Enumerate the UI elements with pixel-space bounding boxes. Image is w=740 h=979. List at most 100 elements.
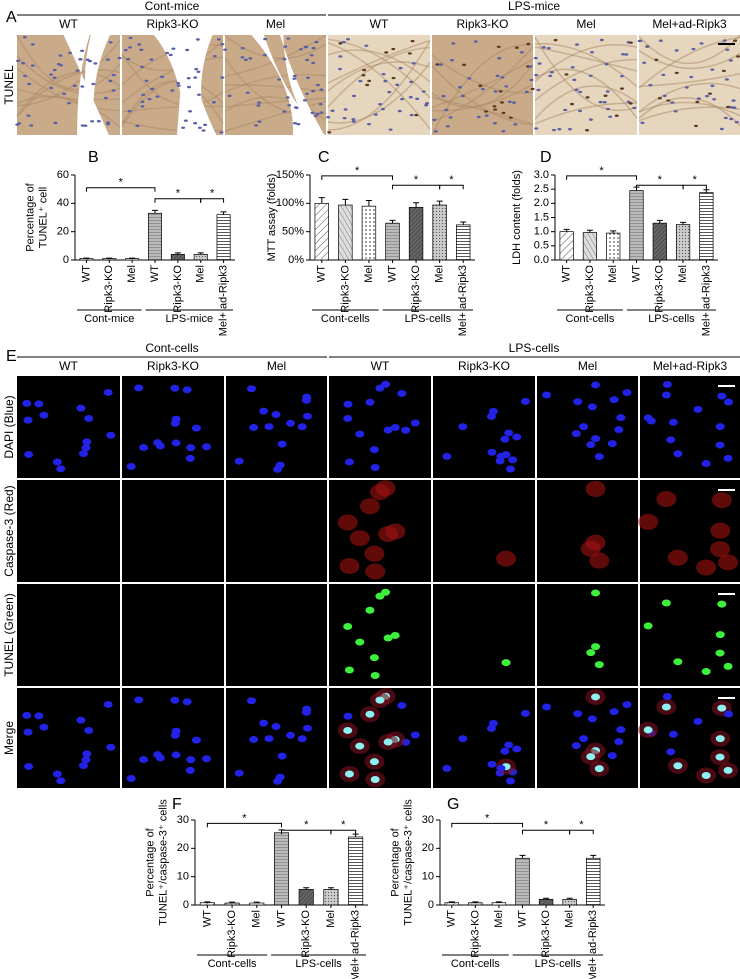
nucleus <box>395 83 400 87</box>
nucleus <box>725 48 730 51</box>
image-bg <box>17 688 120 788</box>
fiber <box>431 54 534 94</box>
fiber <box>16 71 121 117</box>
y-tick-label: 0.0 <box>534 254 549 266</box>
nucleus <box>588 118 593 121</box>
tunel <box>390 631 400 639</box>
nucleus <box>378 103 383 106</box>
fiber <box>638 97 740 127</box>
fiber <box>431 63 534 108</box>
nucleus <box>139 48 144 52</box>
nucleus <box>243 58 248 62</box>
nucleus <box>570 66 575 69</box>
caspase <box>589 552 610 569</box>
bar <box>361 205 377 261</box>
nucleus <box>397 701 407 709</box>
nucleus <box>277 440 287 448</box>
y-tick-label: 0.5 <box>534 240 549 252</box>
significance-bracket <box>85 187 156 192</box>
nucleus <box>460 94 465 98</box>
fiber <box>327 61 431 92</box>
caspase <box>337 514 358 531</box>
nucleus <box>367 79 372 83</box>
nucleus <box>668 418 678 426</box>
nucleus <box>542 703 552 711</box>
bar <box>323 889 339 906</box>
nucleus <box>296 122 301 126</box>
bar <box>444 902 459 906</box>
panel-label: D <box>540 149 552 166</box>
row-label: Merge <box>2 721 16 755</box>
nucleus <box>542 391 552 399</box>
bar <box>652 222 667 261</box>
y-axis-label: TUNEL⁺ cell <box>37 187 49 248</box>
fiber <box>121 39 224 72</box>
nucleus <box>457 86 462 89</box>
nucleus <box>673 762 683 770</box>
nucleus <box>313 114 318 118</box>
nucleus <box>533 56 538 60</box>
nucleus <box>605 90 610 93</box>
nucleus <box>409 113 414 117</box>
nucleus <box>343 108 348 111</box>
nucleus <box>530 87 535 91</box>
nucleus <box>383 426 393 434</box>
row-label: Caspase-3 (Red) <box>2 485 16 576</box>
nucleus <box>271 723 281 731</box>
tissue-image <box>431 35 535 135</box>
group-header: Cont-cells <box>145 341 198 355</box>
cell-image <box>329 480 431 582</box>
image-bg <box>17 35 120 135</box>
error-bar <box>460 221 467 225</box>
nucleus <box>622 701 632 709</box>
nucleus <box>249 735 259 743</box>
cell-image <box>17 584 120 686</box>
x-tick-label: Ripk3-KO <box>103 265 115 313</box>
caspase <box>710 541 731 558</box>
y-tick-label: 2.0 <box>534 197 549 209</box>
significance-bracket <box>682 184 707 190</box>
nucleus <box>223 48 228 51</box>
nucleus <box>292 121 297 125</box>
nucleus <box>302 99 307 102</box>
y-tick-label: 0% <box>288 254 304 266</box>
nucleus <box>309 54 314 57</box>
nucleus <box>548 74 553 78</box>
error-bar <box>590 854 597 859</box>
nucleus <box>117 56 122 60</box>
nucleus <box>432 118 437 122</box>
nucleus <box>588 74 593 78</box>
nucleus <box>147 97 152 101</box>
nucleus <box>657 97 662 100</box>
nucleus <box>343 414 353 422</box>
x-tick-label: Mel <box>493 910 505 928</box>
group-label: Cont-cells <box>321 313 370 325</box>
nucleus <box>500 435 510 443</box>
error-bar <box>448 901 455 903</box>
x-tick-label: Ripk3-KO <box>300 910 312 958</box>
x-tick-label: Mel+ ad-Ripk3 <box>587 910 599 979</box>
y-axis-label: Percentage of <box>144 827 156 896</box>
bar <box>298 889 314 906</box>
nucleus <box>185 766 195 774</box>
nucleus <box>126 775 136 783</box>
nucleus <box>441 95 446 98</box>
fiber <box>16 95 121 128</box>
nucleus <box>442 452 452 460</box>
nucleus <box>444 108 449 112</box>
cell-image <box>329 688 431 788</box>
nucleus <box>52 68 57 72</box>
cell-image <box>329 376 431 478</box>
nucleus <box>411 62 416 65</box>
fiber <box>638 36 740 89</box>
nucleus <box>512 433 522 441</box>
nucleus <box>259 719 269 727</box>
nucleus <box>541 46 546 49</box>
nucleus <box>705 94 710 98</box>
nucleus <box>442 764 452 772</box>
nucleus <box>49 86 54 90</box>
nucleus <box>302 705 312 713</box>
nucleus <box>511 101 516 104</box>
nucleus <box>185 48 190 52</box>
nucleus <box>182 386 192 394</box>
